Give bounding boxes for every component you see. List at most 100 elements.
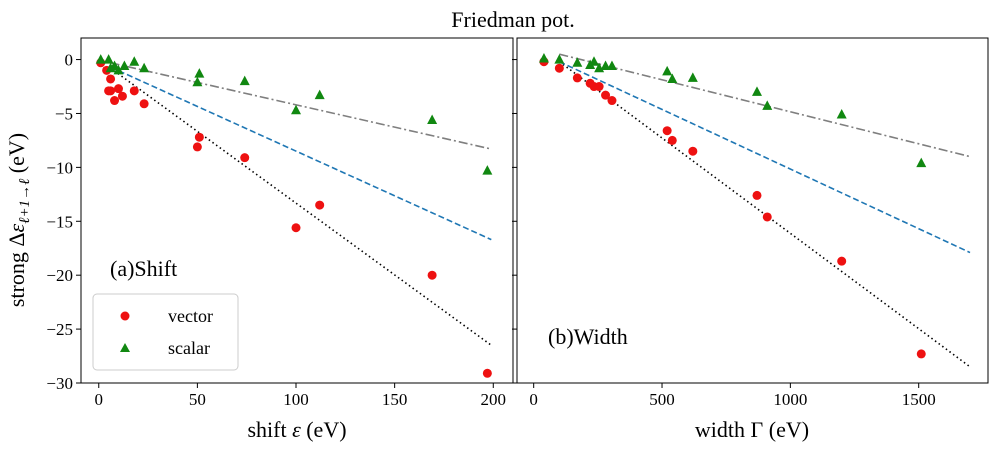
shift-scalar-fit-line [110,62,492,150]
shift-scalar-point [95,54,106,64]
shift-vector-point [427,270,437,280]
y-axis-title-subscript: ℓ+1→ℓ [17,179,33,224]
shift-vector-point [194,132,204,142]
width-scalar-point [600,60,611,71]
y-axis-title-prefix: strong Δ [4,232,29,307]
shift-y-tick-label: −30 [46,374,73,393]
legend: vector scalar [92,293,239,371]
width-x-tick-label: 1000 [773,390,807,409]
width-scalar-point [662,65,673,76]
width-scalar-point [554,54,565,64]
width-vector-point [554,63,564,73]
panel-shift-x-axis-title-unit: (eV) [301,417,347,442]
legend-box [92,293,239,371]
width-scalar-point [687,72,698,82]
panel-shift-x-axis-title-prefix: shift [247,417,292,442]
width-vector-point [752,190,762,200]
shift-scalar-point [192,76,203,87]
width-scalar-point [751,86,762,96]
width-scalar-point [667,73,678,83]
width-vector-point [594,82,604,92]
shift-vector-point [129,86,139,96]
width-vector-point [607,96,617,106]
legend-scalar-marker [120,343,130,352]
shift-vector-point [113,84,123,94]
width-vector-point [667,135,677,145]
shift-scalar-point [482,165,493,175]
panel-shift-label: (a)Shift [110,256,177,281]
panel-shift-x-axis-title: shift ε (eV) [247,417,346,442]
panel-width: 0 500 1000 1500 (b)Width width Γ (eV) [512,37,989,442]
shift-vector-point [110,96,120,106]
shift-vector-fit-line [110,67,492,346]
y-axis-title-unit: (eV) [4,133,29,179]
width-vector-point [837,256,847,266]
panel-width-ticks: 0 500 1000 1500 [512,59,936,409]
y-axis-title: strong Δεℓ+1→ℓ (eV) [4,133,33,307]
shift-y-tick-label: −25 [46,320,73,339]
shift-scalar-point [291,104,302,115]
width-vector-point [688,146,698,156]
shift-vector-point [106,74,116,84]
shift-vector-point [117,91,127,101]
y-axis-title-eps: ε [4,223,29,232]
width-scalar-point [538,52,549,63]
width-x-tick-label: 1500 [902,390,936,409]
width-vector-point [601,90,611,100]
shift-scalar-point [139,62,150,73]
panel-width-markers [538,52,927,359]
shift-y-tick-label: −20 [46,266,73,285]
panel-width-frame [516,37,989,384]
shift-vector-point [240,153,250,163]
figure-suptitle: Friedman pot. [451,7,574,32]
panel-width-x-axis-title: width Γ (eV) [695,417,809,442]
shift-vector-point [106,86,116,96]
shift-y-tick-label: −5 [55,104,73,123]
shift-x-tick-label: 0 [95,390,104,409]
shift-y-tick-label: −10 [46,158,73,177]
shift-vector-point [192,142,202,152]
shift-vector-point [482,368,492,378]
shift-x-tick-label: 100 [283,390,309,409]
legend-scalar-label: scalar [168,338,210,358]
width-scalar-point [606,60,617,71]
shift-vector-point [291,223,301,233]
shift-x-tick-label: 150 [382,390,408,409]
shift-mid-fit-line [110,66,492,241]
panel-shift-x-axis-title-eps: ε [292,417,301,442]
width-scalar-point [572,57,583,67]
panel-shift-markers [95,54,493,378]
width-vector-point [572,73,582,83]
legend-vector-label: vector [168,306,213,326]
shift-vector-point [315,200,325,210]
shift-scalar-point [239,75,250,86]
width-scalar-point [836,109,847,119]
shift-scalar-point [314,89,325,100]
width-vector-point [916,349,926,359]
shift-scalar-point [129,56,140,66]
shift-scalar-point [119,60,130,71]
shift-x-tick-label: 50 [189,390,206,409]
shift-scalar-point [113,64,124,75]
shift-scalar-point [103,54,114,64]
legend-vector-marker [120,311,130,321]
panel-width-fit-lines [558,53,971,368]
width-vector-point [762,212,772,222]
width-mid-fit-line [559,60,971,254]
shift-y-tick-label: 0 [65,51,74,70]
width-x-tick-label: 500 [649,390,675,409]
width-x-tick-label: 0 [529,390,538,409]
panel-width-label: (b)Width [548,324,628,349]
shift-x-tick-label: 200 [481,390,507,409]
panel-shift-frame [80,37,514,384]
shift-scalar-point [194,68,205,78]
shift-scalar-point [427,114,438,124]
panel-shift-fit-lines [110,62,492,346]
panel-shift-ticks: 0 50 100 150 200 0 −5 −10 −15 −20 −25 −30 [46,51,506,409]
width-vector-point [662,126,672,136]
shift-y-tick-label: −15 [46,212,73,231]
width-scalar-point [916,157,927,168]
shift-vector-point [139,99,149,109]
